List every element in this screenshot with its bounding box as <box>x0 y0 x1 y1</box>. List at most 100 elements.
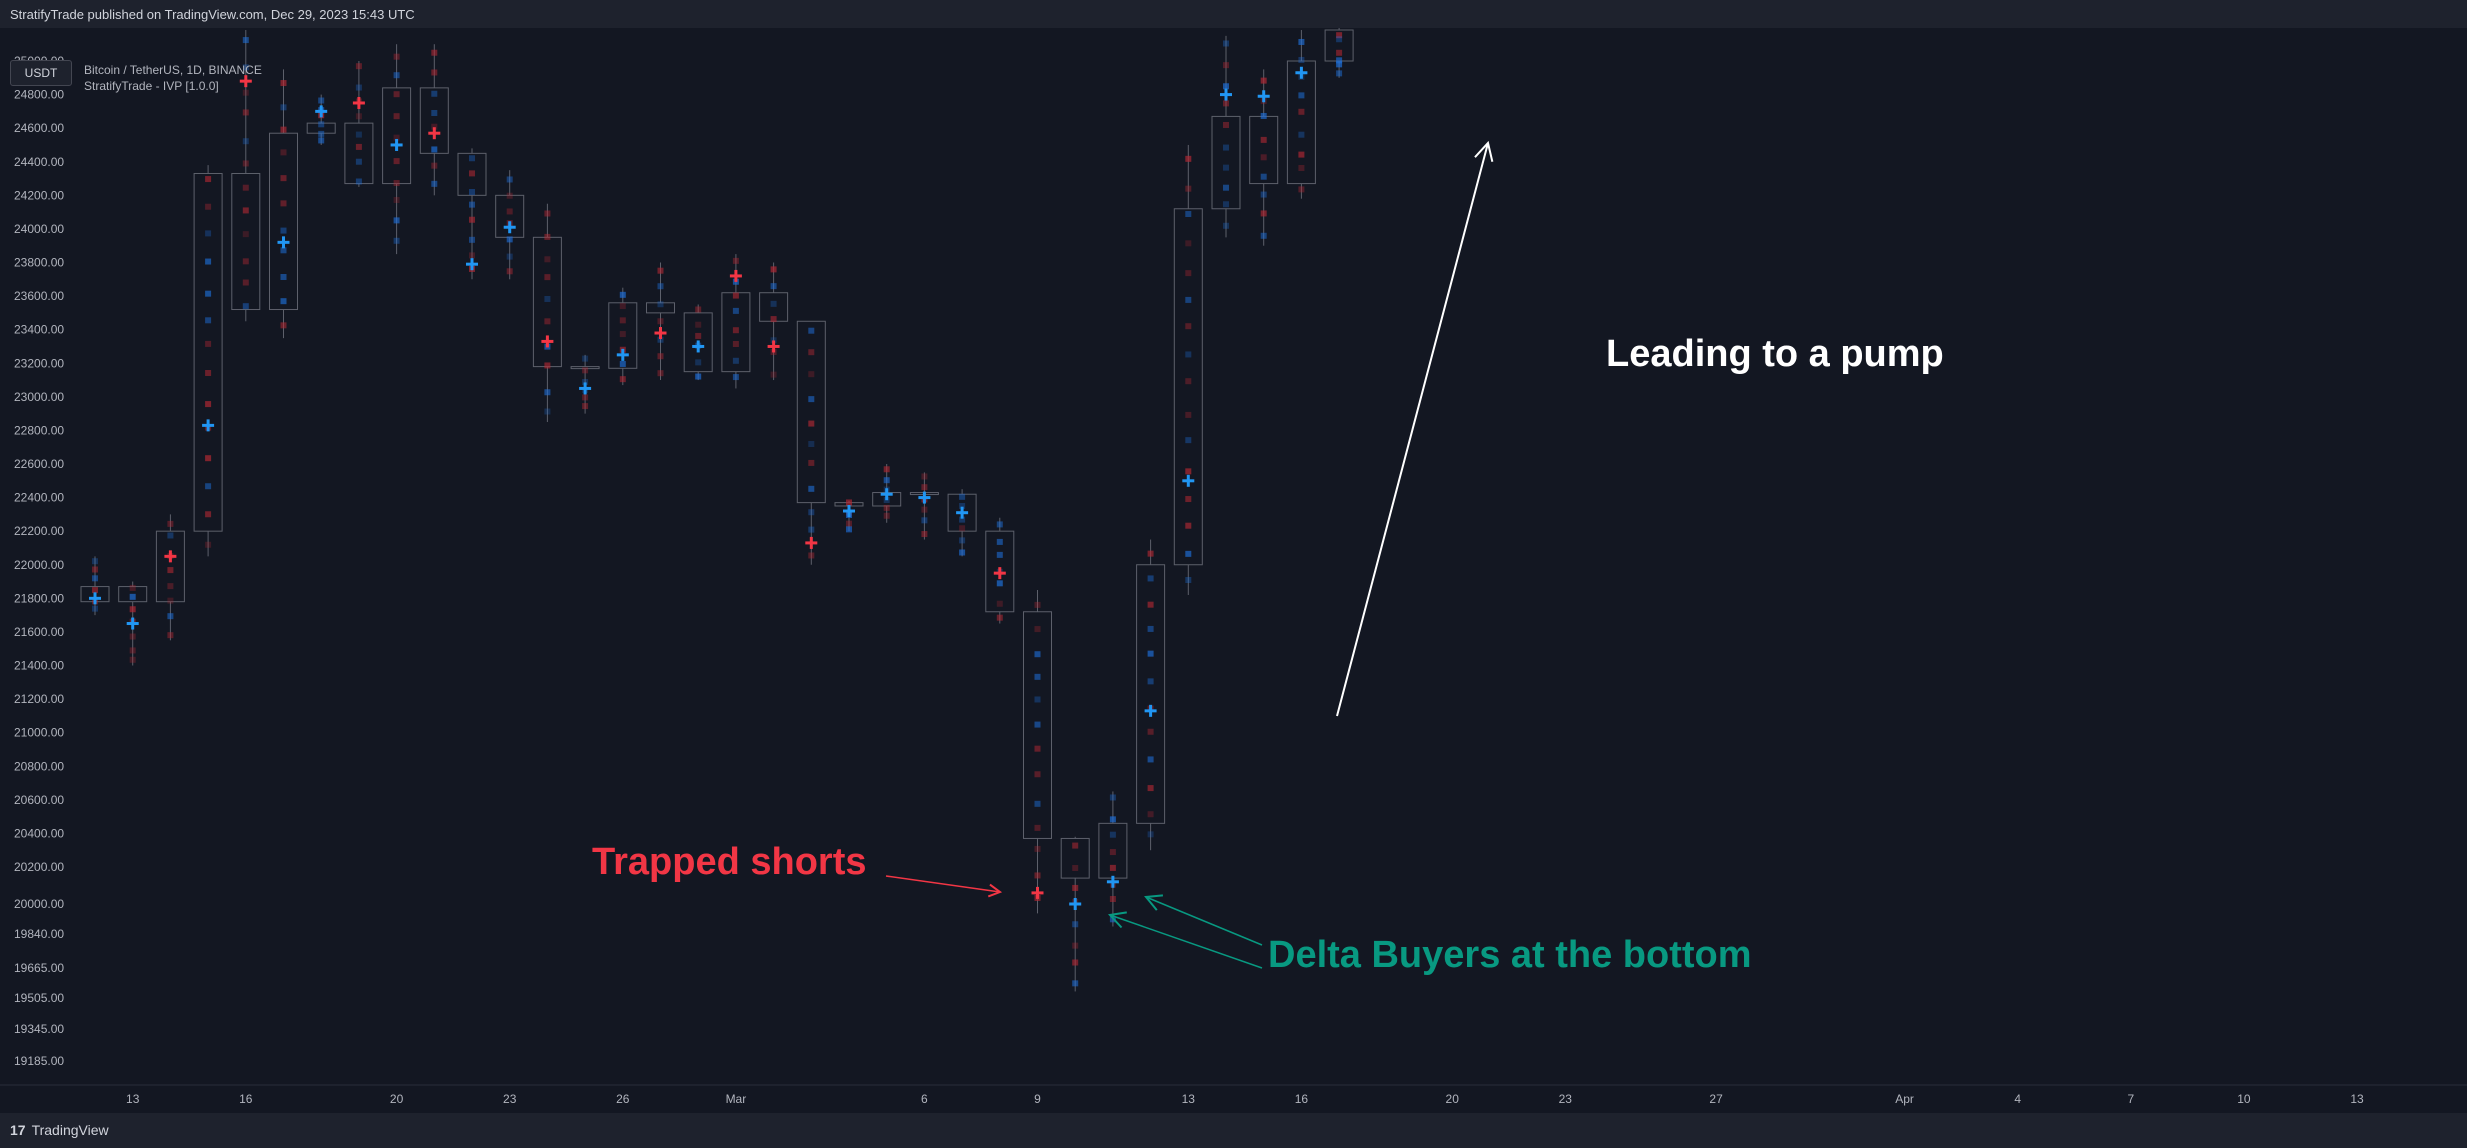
poc-marker-v <box>131 617 135 630</box>
profile-dot <box>242 207 249 214</box>
profile-dot <box>205 455 212 462</box>
profile-dot <box>921 473 928 480</box>
profile-dot <box>808 509 815 516</box>
profile-dot <box>1034 601 1041 608</box>
poc-marker-v <box>244 75 248 88</box>
profile-dot <box>1223 144 1229 151</box>
profile-dot <box>1185 522 1192 529</box>
poc-marker-v <box>1186 474 1190 487</box>
poc-marker-v <box>357 96 361 109</box>
y-tick-label: 22600.00 <box>14 457 64 471</box>
profile-dot <box>393 91 400 98</box>
profile-dot <box>1034 771 1041 778</box>
profile-dot <box>1072 921 1079 928</box>
profile-dot <box>242 258 249 265</box>
profile-dot <box>619 303 626 310</box>
profile-dot <box>808 327 815 334</box>
profile-dot <box>808 485 815 492</box>
profile-dot <box>355 143 362 150</box>
profile-dot <box>1298 151 1305 158</box>
profile-dot <box>280 149 287 156</box>
profile-dot <box>732 327 739 334</box>
symbol-info: Bitcoin / TetherUS, 1D, BINANCE <box>84 63 262 77</box>
profile-dot <box>506 236 513 243</box>
profile-dot <box>657 370 664 377</box>
profile-dot <box>1147 575 1154 582</box>
profile-dot <box>770 266 777 273</box>
profile-dot <box>1336 70 1343 77</box>
profile-dot <box>393 196 400 203</box>
profile-dot <box>355 63 362 70</box>
profile-dot <box>1072 884 1079 891</box>
profile-dot <box>1260 232 1267 239</box>
candle-body <box>269 132 298 311</box>
poc-marker-v <box>1073 898 1077 910</box>
profile-dot <box>129 606 136 613</box>
delta-buyers-label: Delta Buyers at the bottom <box>1268 934 1752 976</box>
profile-dot <box>431 69 438 76</box>
chart-area[interactable]: 25000.0024800.0024600.0024400.0024200.00… <box>0 28 2467 1113</box>
profile-dot <box>1336 61 1343 68</box>
profile-dot <box>1298 131 1305 138</box>
candle-body <box>118 586 148 603</box>
candle-body <box>796 320 826 504</box>
profile-dot <box>921 506 928 513</box>
profile-dot <box>808 441 815 448</box>
y-tick-label: 23800.00 <box>14 256 64 270</box>
profile-dot <box>1147 728 1154 735</box>
profile-dot <box>205 258 212 265</box>
y-tick-label: 22000.00 <box>14 558 64 572</box>
profile-dot <box>355 158 362 165</box>
profile-dot <box>205 511 212 518</box>
profile-dot <box>1260 210 1267 217</box>
trapped-shorts-arrow <box>885 875 1000 892</box>
profile-dot <box>205 340 212 347</box>
tradingview-logo[interactable]: 17 TradingView <box>10 1122 109 1138</box>
currency-button[interactable]: USDT <box>10 60 72 86</box>
profile-dot <box>657 267 664 274</box>
candle-body <box>1023 611 1052 839</box>
profile-dot <box>318 137 325 144</box>
profile-dot <box>1185 468 1192 475</box>
profile-dot <box>544 362 551 369</box>
profile-dot <box>996 600 1003 607</box>
x-tick-label: 7 <box>2127 1092 2134 1106</box>
y-tick-label: 19665.00 <box>14 961 64 975</box>
profile-dot <box>582 403 589 410</box>
profile-dot <box>1223 184 1229 191</box>
profile-dot <box>1034 745 1041 752</box>
profile-dot <box>431 90 438 97</box>
profile-dot <box>1109 849 1116 856</box>
profile-dot <box>1185 185 1192 192</box>
profile-dot <box>280 200 287 207</box>
y-tick-label: 21800.00 <box>14 591 64 605</box>
profile-dot <box>469 252 475 259</box>
profile-dot <box>280 247 287 254</box>
profile-dot <box>1336 36 1343 43</box>
profile-dot <box>242 184 249 191</box>
y-tick-label: 23000.00 <box>14 390 64 404</box>
profile-dot <box>242 109 249 116</box>
profile-dot <box>1336 49 1343 56</box>
y-tick-label: 22200.00 <box>14 524 64 538</box>
profile-dot <box>393 158 400 165</box>
poc-marker-v <box>885 488 889 501</box>
y-tick-label: 23200.00 <box>14 356 64 370</box>
y-tick-label: 21000.00 <box>14 726 64 740</box>
profile-dot <box>393 237 400 244</box>
y-tick-label: 23600.00 <box>14 289 64 303</box>
profile-dot <box>1298 92 1305 99</box>
profile-dot <box>846 526 852 533</box>
profile-dot <box>205 401 212 408</box>
y-tick-label: 24800.00 <box>14 88 64 102</box>
profile-dot <box>1298 56 1305 63</box>
profile-dot <box>732 341 739 348</box>
profile-dot <box>393 180 400 187</box>
profile-dot <box>92 605 98 612</box>
profile-dot <box>506 253 513 260</box>
profile-dot <box>657 336 664 343</box>
candlestick-chart[interactable]: 25000.0024800.0024600.0024400.0024200.00… <box>0 28 2467 1113</box>
profile-dot <box>205 541 212 548</box>
profile-dot <box>242 89 249 96</box>
profile-dot <box>506 268 513 275</box>
